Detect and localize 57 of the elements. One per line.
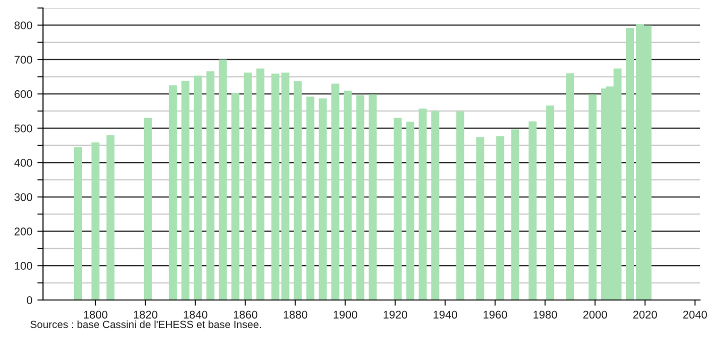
x-tick-label: 1900 [334, 310, 358, 319]
x-tick-label: 1880 [284, 310, 308, 319]
x-tick-label: 2020 [633, 310, 657, 319]
bar [144, 118, 152, 300]
bar [181, 80, 190, 300]
x-tick-label: 1980 [534, 310, 558, 319]
bar [318, 98, 327, 300]
bar [431, 111, 440, 300]
bar [206, 71, 214, 300]
bar [476, 137, 484, 300]
bar [546, 106, 554, 300]
bar [368, 94, 377, 300]
bar [406, 122, 414, 300]
bar [566, 73, 574, 300]
source-note: Sources : base Cassini de l'EHESS et base Insee. [30, 320, 261, 328]
bar [194, 76, 202, 300]
bar [271, 74, 280, 300]
bar [244, 72, 252, 300]
bar [511, 129, 520, 300]
bar [418, 108, 427, 300]
y-tick-label: 500 [14, 124, 32, 132]
x-tick-label: 1800 [84, 310, 108, 319]
bar [218, 60, 227, 300]
y-tick-label: 200 [14, 228, 32, 236]
y-tick-label: 700 [14, 56, 32, 64]
y-tick-label: 600 [14, 90, 32, 98]
bar [231, 92, 240, 300]
x-tick-label: 1920 [384, 310, 408, 319]
bar [168, 85, 177, 300]
bar [281, 72, 290, 300]
x-tick-label: 1940 [434, 310, 458, 319]
bar [106, 135, 114, 300]
bar [294, 81, 302, 300]
bar [74, 147, 82, 300]
x-tick-label: 1820 [134, 310, 158, 319]
y-tick-label: 300 [14, 193, 32, 202]
bar [331, 84, 340, 300]
x-tick-label: 2000 [583, 310, 608, 319]
y-tick-label: 800 [14, 21, 32, 30]
bar [528, 121, 537, 300]
bar [588, 94, 597, 300]
bar [496, 136, 504, 300]
bar [456, 111, 464, 300]
y-tick-label: 100 [14, 262, 32, 270]
bar [306, 96, 314, 300]
x-tick-label: 1860 [234, 310, 258, 319]
y-tick-label: 400 [14, 158, 32, 167]
x-tick-label: 2040 [683, 310, 707, 319]
bar [394, 118, 402, 300]
y-tick-label: 0 [26, 296, 32, 304]
x-tick-label: 1960 [484, 310, 508, 319]
bar [344, 90, 352, 300]
x-tick-label: 1840 [184, 310, 208, 319]
bar [626, 28, 634, 300]
bar [91, 142, 100, 300]
bar [356, 95, 364, 300]
bar [256, 68, 264, 300]
